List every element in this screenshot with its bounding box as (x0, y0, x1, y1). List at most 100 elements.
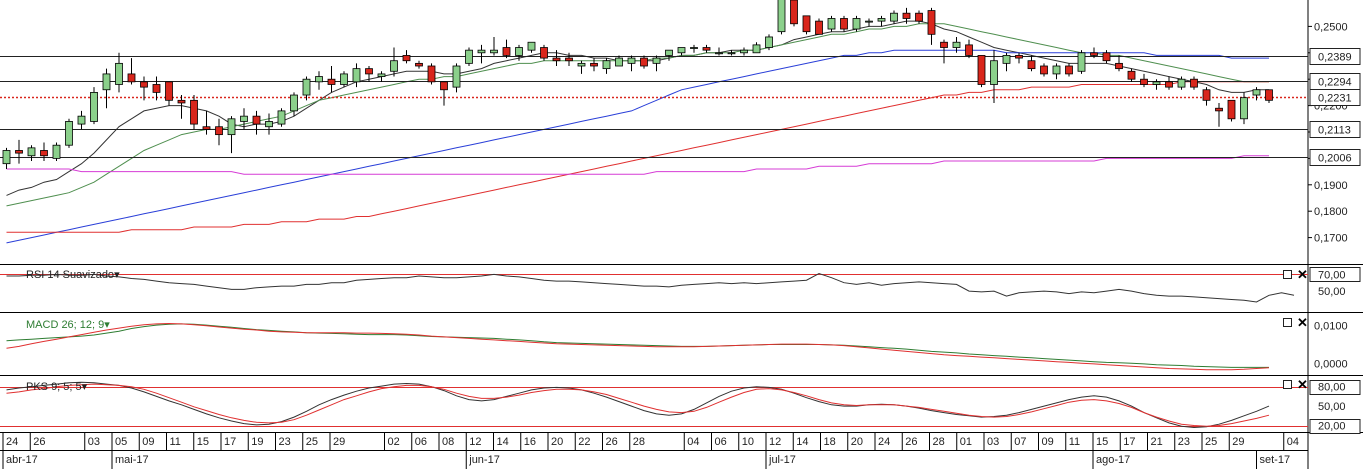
x-tick-label: 04 (1287, 436, 1299, 448)
candle-body (65, 121, 73, 146)
candle (302, 76, 311, 101)
candle (1002, 52, 1011, 72)
dropdown-arrow-icon[interactable]: ▾ (114, 269, 120, 281)
candle (565, 52, 573, 66)
candle (202, 110, 211, 135)
candle-body (465, 49, 473, 64)
x-tick-label: 29 (1232, 436, 1244, 448)
candle-body (727, 52, 736, 55)
candle-body (152, 84, 161, 93)
candle-body (1102, 52, 1111, 62)
candle (740, 47, 748, 56)
candle-body (40, 150, 48, 157)
candle-body (352, 68, 361, 83)
macd-maximize-icon[interactable] (1283, 318, 1292, 327)
candle (1127, 68, 1136, 82)
candle-body (777, 0, 786, 33)
candle (227, 116, 236, 154)
candle-body (690, 47, 698, 49)
candle-body (552, 57, 561, 62)
candle-body (102, 73, 111, 91)
level-label-box (1309, 48, 1361, 65)
candle (490, 36, 498, 56)
candle (827, 15, 836, 32)
candle-body (1165, 81, 1173, 88)
x-tick-label: 18 (824, 436, 836, 448)
x-tick-label: 24 (878, 436, 890, 448)
candle (1177, 76, 1186, 90)
candle-body (190, 99, 198, 125)
x-tick-label: 25 (1205, 436, 1217, 448)
candle (840, 15, 848, 32)
x-tick-label: 20 (851, 436, 863, 448)
candle (15, 139, 23, 164)
pks-series-0 (6, 381, 1270, 429)
candle-body (1115, 62, 1123, 70)
candle (515, 44, 523, 61)
x-tick-label: 15 (197, 436, 209, 448)
candle-body (602, 60, 611, 70)
candle-body (977, 55, 986, 85)
candle (790, 0, 798, 27)
candle-body (665, 49, 673, 56)
candle-body (952, 41, 961, 48)
x-month-label: abr-17 (6, 454, 38, 466)
macd-tick-label: 0,0100 (1314, 320, 1348, 332)
candle (977, 55, 986, 88)
candle-body (1027, 60, 1036, 70)
candle-body (1140, 78, 1148, 85)
candle-body (15, 150, 23, 154)
candle-body (1015, 55, 1023, 59)
candle-body (440, 81, 448, 91)
rsi-panel-label[interactable]: RSI 14 Suavizado▾ (26, 268, 120, 281)
x-tick-label: 19 (251, 436, 263, 448)
pks-close-icon[interactable]: ✕ (1297, 377, 1308, 392)
candle-body (177, 99, 186, 104)
pks-maximize-icon[interactable] (1283, 380, 1292, 389)
candle (152, 76, 161, 101)
candle-body (490, 49, 498, 54)
rsi-maximize-icon[interactable] (1283, 270, 1292, 279)
candle (402, 50, 411, 64)
x-month-label: set-17 (1260, 454, 1291, 466)
x-month-label: jun-17 (468, 454, 500, 466)
candle (115, 52, 123, 93)
macd-series-0 (6, 323, 1269, 368)
candle (652, 55, 661, 72)
dropdown-arrow-icon[interactable]: ▾ (81, 381, 88, 393)
x-tick-label: 28 (933, 436, 945, 448)
candle (277, 108, 286, 127)
candle (890, 10, 898, 24)
candle (640, 55, 648, 69)
macd-panel-label[interactable]: MACD 26; 12; 9▾ (26, 318, 110, 331)
candle-body (1065, 65, 1073, 75)
x-tick-label: 03 (987, 436, 999, 448)
candle (377, 71, 386, 82)
dropdown-arrow-icon[interactable]: ▾ (104, 319, 110, 331)
x-tick-label: 06 (415, 436, 427, 448)
candle (852, 15, 861, 32)
candle-body (940, 41, 948, 48)
candle-body (915, 12, 923, 22)
macd-close-icon[interactable]: ✕ (1297, 315, 1308, 330)
candle-body (315, 76, 323, 83)
candle (802, 15, 811, 35)
rsi-label-text: RSI 14 Suavizado (26, 269, 115, 281)
candle-body (1152, 81, 1161, 85)
candle (1065, 63, 1073, 77)
candle (415, 60, 423, 69)
candle-body (477, 49, 486, 54)
candle (1165, 76, 1173, 90)
candle-body (215, 126, 223, 136)
candle (727, 50, 736, 56)
pks-panel-label[interactable]: PKS 9; 5; 5▾ (26, 380, 87, 393)
candle-body (815, 20, 823, 35)
candle-body (77, 115, 86, 125)
candle (1252, 87, 1261, 101)
candle-body (802, 15, 811, 33)
candle (952, 36, 961, 53)
rsi-close-icon[interactable]: ✕ (1297, 267, 1308, 282)
candle-body (527, 41, 536, 51)
